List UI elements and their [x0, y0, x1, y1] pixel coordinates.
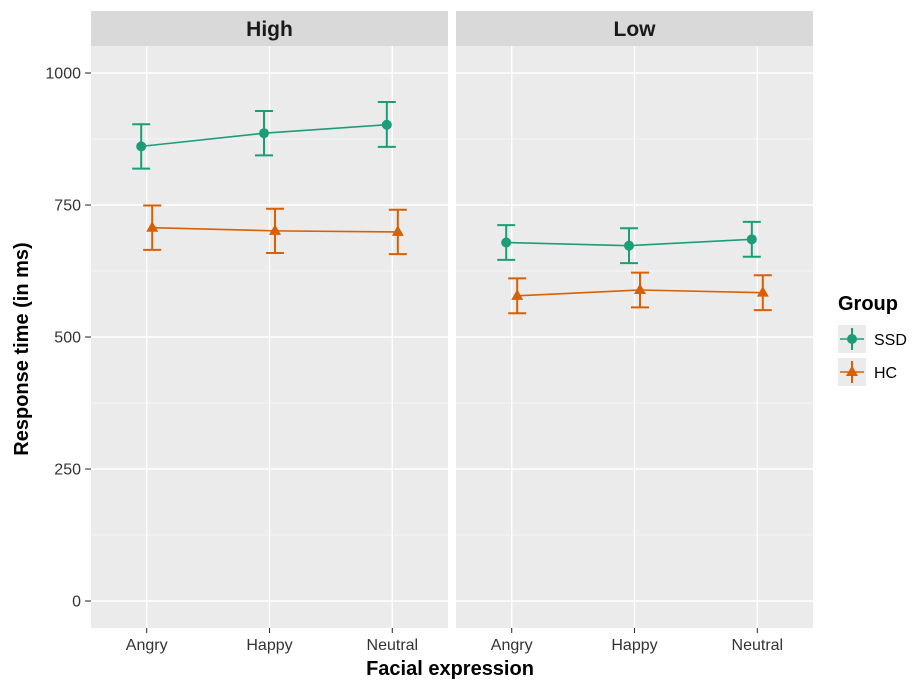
- facet-strip: [91, 11, 448, 46]
- x-tick-label: Angry: [126, 637, 168, 654]
- y-axis-title: Response time (in ms): [11, 242, 33, 455]
- legend-label: SSD: [874, 332, 907, 349]
- facet-panels: High Angry Happy Neutral Low Angry Happy Neutra…: [91, 11, 813, 654]
- y-tick-label: 0: [72, 594, 81, 611]
- legend-keys: SSD HC: [838, 325, 907, 386]
- facet-strip-label: Low: [614, 18, 657, 41]
- y-tick-label: 1000: [45, 66, 81, 83]
- data-point: [634, 283, 646, 295]
- x-tick-label: Neutral: [367, 637, 419, 654]
- data-point: [746, 234, 757, 245]
- y-tick-label: 750: [54, 198, 81, 215]
- y-tick-label: 250: [54, 462, 81, 479]
- series-ssd-low: [497, 220, 761, 265]
- data-point: [381, 119, 392, 130]
- legend-key-marker: [847, 334, 857, 344]
- data-point: [501, 237, 512, 248]
- legend-label: HC: [874, 365, 897, 382]
- data-point: [756, 286, 769, 297]
- legend: Group SSD HC: [838, 293, 907, 386]
- panel-high: High Angry Happy Neutral: [91, 11, 448, 654]
- legend-item-hc: HC: [838, 358, 897, 386]
- legend-title: Group: [838, 293, 898, 315]
- facet-strip-label: High: [246, 18, 293, 41]
- data-point: [136, 141, 147, 152]
- y-tick-label: 500: [54, 330, 81, 347]
- series-hc-high: [143, 204, 407, 256]
- legend-key-marker: [846, 365, 858, 376]
- series-ssd-high: [132, 101, 396, 170]
- panel-low: Low Angry Happy Neutral: [456, 11, 813, 654]
- legend-item-ssd: SSD: [838, 325, 907, 353]
- data-point: [146, 221, 159, 232]
- y-axis: 0 250 500 750 1000: [45, 66, 91, 611]
- x-axis-title: Facial expression: [366, 658, 534, 680]
- data-point: [259, 128, 269, 139]
- series-hc-low: [508, 271, 772, 315]
- x-tick-label: Happy: [246, 637, 292, 654]
- data-point: [511, 289, 524, 300]
- facet-strip: [456, 11, 813, 46]
- x-tick-label: Angry: [491, 637, 533, 654]
- x-tick-label: Happy: [611, 637, 657, 654]
- x-tick-label: Neutral: [732, 637, 784, 654]
- data-point: [269, 224, 281, 235]
- data-point: [391, 225, 404, 236]
- data-point: [624, 240, 634, 251]
